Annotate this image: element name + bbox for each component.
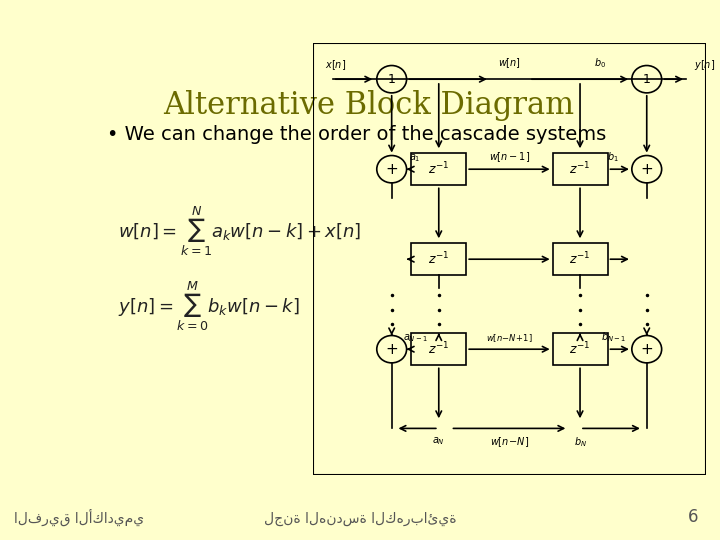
Text: $z^{-1}$: $z^{-1}$ <box>428 251 449 267</box>
Text: 1: 1 <box>643 73 651 86</box>
Text: $w[n\!-\!N\!+\!1]$: $w[n\!-\!N\!+\!1]$ <box>486 332 533 344</box>
Text: $y[n]=\sum_{k=0}^{M}b_k w[n-k]$: $y[n]=\sum_{k=0}^{M}b_k w[n-k]$ <box>118 279 300 333</box>
Text: 6: 6 <box>688 509 698 526</box>
Text: $a_N$: $a_N$ <box>432 436 445 448</box>
Text: 1: 1 <box>388 73 395 86</box>
Text: Alternative Block Diagram: Alternative Block Diagram <box>163 90 575 121</box>
Text: $b_0$: $b_0$ <box>593 56 606 70</box>
Text: $z^{-1}$: $z^{-1}$ <box>570 251 590 267</box>
Text: $b_N$: $b_N$ <box>574 436 587 449</box>
Text: لجنة الهندسة الكهربائية: لجنة الهندسة الكهربائية <box>264 512 456 526</box>
Bar <box>411 153 467 185</box>
Text: $z^{-1}$: $z^{-1}$ <box>570 161 590 178</box>
Text: $w[n-1]$: $w[n-1]$ <box>489 150 530 164</box>
Text: $y[n]$: $y[n]$ <box>694 58 715 72</box>
Text: $w[n\!-\!N]$: $w[n\!-\!N]$ <box>490 436 529 449</box>
Bar <box>552 243 608 275</box>
Text: +: + <box>385 342 398 357</box>
Text: $b_{N-1}$: $b_{N-1}$ <box>600 330 626 344</box>
Text: $x[n]$: $x[n]$ <box>325 58 346 72</box>
Text: $w[n]=\sum_{k=1}^{N}a_k w[n-k]+x[n]$: $w[n]=\sum_{k=1}^{N}a_k w[n-k]+x[n]$ <box>118 204 361 258</box>
Text: $z^{-1}$: $z^{-1}$ <box>428 161 449 178</box>
Text: • We can change the order of the cascade systems: • We can change the order of the cascade… <box>107 125 606 144</box>
Text: +: + <box>640 161 653 177</box>
Text: $a_1$: $a_1$ <box>410 152 421 164</box>
Text: +: + <box>640 342 653 357</box>
Bar <box>552 333 608 366</box>
Text: الفريق الأكاديمي: الفريق الأكاديمي <box>14 509 145 526</box>
Text: $w[n]$: $w[n]$ <box>498 56 521 70</box>
Text: $z^{-1}$: $z^{-1}$ <box>428 341 449 357</box>
Bar <box>411 333 467 366</box>
Text: $b_1$: $b_1$ <box>608 150 619 164</box>
Text: $a_{N-1}$: $a_{N-1}$ <box>402 332 428 344</box>
Text: +: + <box>385 161 398 177</box>
Text: $z^{-1}$: $z^{-1}$ <box>570 341 590 357</box>
Bar <box>552 153 608 185</box>
Bar <box>411 243 467 275</box>
